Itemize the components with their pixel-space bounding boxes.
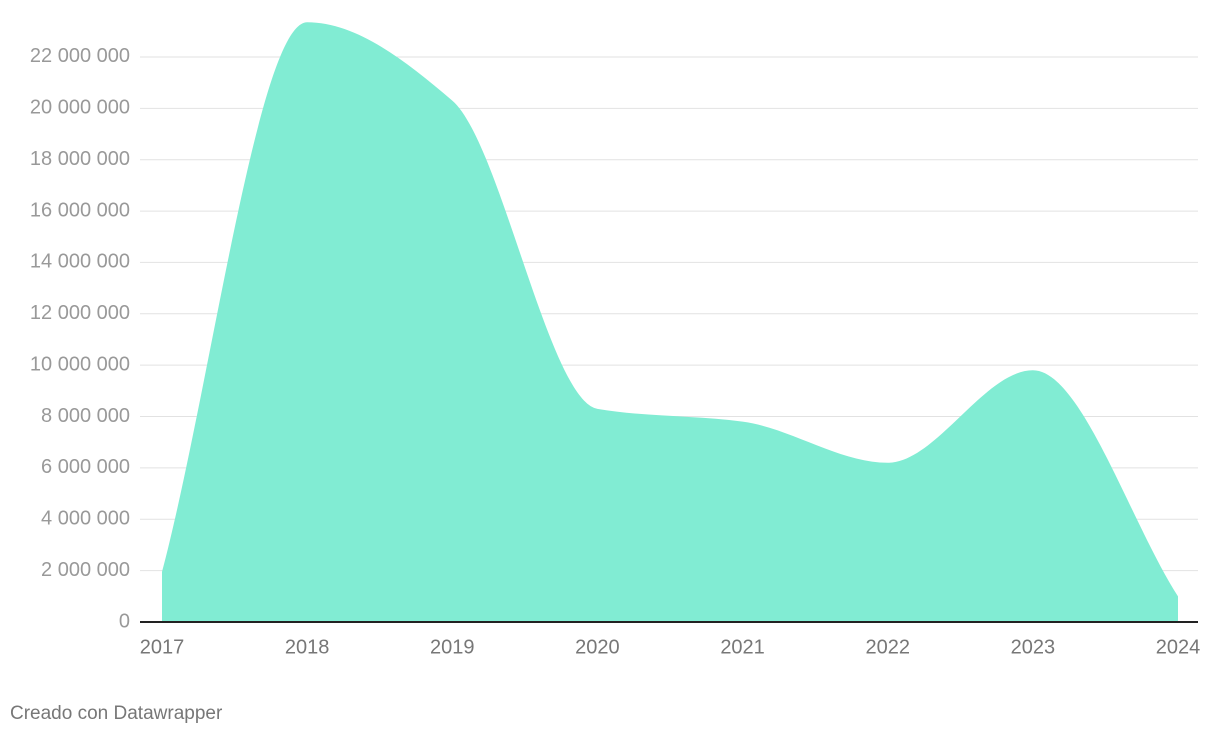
y-tick-label: 10 000 000 xyxy=(30,353,130,375)
x-tick-label: 2024 xyxy=(1156,636,1201,658)
y-tick-label: 20 000 000 xyxy=(30,97,130,119)
x-tick-label: 2017 xyxy=(140,636,185,658)
area xyxy=(162,22,1178,622)
y-tick-label: 12 000 000 xyxy=(30,302,130,324)
y-tick-label: 8 000 000 xyxy=(41,405,130,427)
x-tick-label: 2021 xyxy=(720,636,765,658)
x-tick-label: 2018 xyxy=(285,636,330,658)
y-tick-label: 14 000 000 xyxy=(30,251,130,273)
y-tick-label: 22 000 000 xyxy=(30,45,130,67)
x-tick-label: 2022 xyxy=(865,636,910,658)
y-tick-label: 4 000 000 xyxy=(41,508,130,530)
credit: Creado con Datawrapper xyxy=(10,703,223,724)
y-tick-label: 6 000 000 xyxy=(41,456,130,478)
x-tick-label: 2023 xyxy=(1011,636,1056,658)
y-tick-label: 18 000 000 xyxy=(30,148,130,170)
y-tick-label: 0 xyxy=(119,610,130,632)
x-tick-label: 2020 xyxy=(575,636,620,658)
y-tick-label: 2 000 000 xyxy=(41,559,130,581)
y-tick-label: 16 000 000 xyxy=(30,199,130,221)
x-tick-label: 2019 xyxy=(430,636,475,658)
